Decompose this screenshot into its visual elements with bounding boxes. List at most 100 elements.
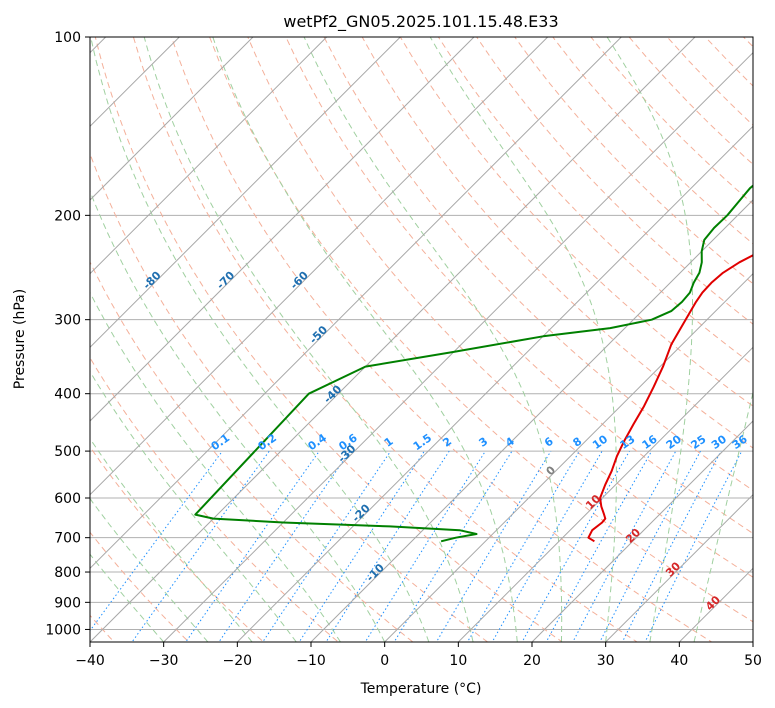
mixing-ratio-line xyxy=(644,450,743,642)
dry-adiabat xyxy=(132,37,638,642)
dry-adiabat xyxy=(90,260,414,642)
isotherm-label: -80 xyxy=(140,269,163,292)
y-tick-label: 900 xyxy=(54,595,81,611)
dry-adiabat xyxy=(628,37,753,166)
moist-adiabat xyxy=(90,370,297,642)
mixing-ratio-label: 2 xyxy=(440,435,454,450)
isotherm xyxy=(90,37,549,496)
dry-adiabat xyxy=(94,37,564,642)
mixing-ratio-line xyxy=(466,450,580,642)
mixing-ratio-label: 1.5 xyxy=(411,431,434,453)
isotherm-label: -70 xyxy=(214,269,237,292)
x-tick-label: 50 xyxy=(744,653,762,669)
dry-adiabat xyxy=(90,152,489,642)
mixing-ratio-line xyxy=(393,450,513,642)
moist-adiabat xyxy=(90,37,430,642)
mixing-ratio-label: 25 xyxy=(689,433,709,452)
dry-adiabat xyxy=(476,37,753,325)
mixing-ratio-line xyxy=(218,450,351,642)
dry-adiabat xyxy=(90,531,190,642)
dry-adiabat xyxy=(90,356,339,642)
isotherm xyxy=(90,37,254,201)
y-tick-label: 1000 xyxy=(45,622,81,638)
x-tick-label: −10 xyxy=(296,653,326,669)
y-tick-label: 200 xyxy=(54,208,81,224)
dry-adiabat xyxy=(514,37,753,285)
dry-adiabat xyxy=(90,446,265,642)
y-axis-label: Pressure (hPa) xyxy=(12,289,28,389)
isotherm-label: -20 xyxy=(350,501,373,524)
mixing-ratio-label: 1 xyxy=(382,435,396,450)
y-tick-label: 600 xyxy=(54,491,81,507)
mixing-ratio-label: 10 xyxy=(590,432,610,452)
mixing-ratio-label: 0.1 xyxy=(209,431,232,453)
y-tick-label: 400 xyxy=(54,387,81,403)
x-tick-label: 0 xyxy=(380,653,389,669)
moist-adiabat xyxy=(143,37,474,642)
y-axis: 1000 900 800 700 600 500 400 300 200 100 xyxy=(45,30,90,638)
isotherm-label: 30 xyxy=(663,559,683,579)
isotherm xyxy=(90,37,328,275)
x-tick-label: 20 xyxy=(523,653,541,669)
mixing-ratio-label: 0.4 xyxy=(306,431,330,453)
isotherm xyxy=(163,51,753,642)
isotherm xyxy=(752,641,753,642)
moist-adiabat xyxy=(90,437,253,642)
series-layer xyxy=(194,184,753,543)
y-tick-label: 300 xyxy=(54,313,81,329)
x-tick-label: −30 xyxy=(149,653,179,669)
moist-adiabat xyxy=(303,37,563,642)
dry-adiabat xyxy=(755,10,775,654)
y-tick-label: 500 xyxy=(54,444,81,460)
dry-adiabat xyxy=(323,37,753,491)
moist-adiabat xyxy=(606,37,693,642)
chart-title: wetPf2_GN05.2025.101.15.48.E33 xyxy=(283,12,558,32)
moist-adiabat xyxy=(90,553,165,642)
isotherm-label: 40 xyxy=(703,593,723,613)
y-tick-label: 700 xyxy=(54,531,81,547)
moist-adiabat xyxy=(90,189,386,642)
dry-adiabat xyxy=(437,37,753,366)
mixing-ratio-label: 16 xyxy=(640,432,660,452)
moist-adiabat xyxy=(90,291,341,642)
dry-adiabat xyxy=(742,37,753,48)
x-axis-label: Temperature (°C) xyxy=(360,681,482,697)
mixing-ratio-line xyxy=(491,450,603,642)
y-tick-label: 800 xyxy=(54,565,81,581)
mixing-ratio-line xyxy=(599,450,701,642)
background-grid xyxy=(90,10,775,654)
mixing-ratio-line xyxy=(435,450,552,642)
dry-adiabat xyxy=(170,37,713,642)
isotherm xyxy=(90,37,475,422)
mixing-ratio-label: 30 xyxy=(709,432,729,452)
isotherm-label: -10 xyxy=(364,561,387,584)
mixing-ratio-line xyxy=(131,450,270,642)
mixing-ratio-line xyxy=(364,450,486,642)
isotherm xyxy=(90,37,622,570)
mixing-ratio-line xyxy=(185,450,320,642)
isotherm xyxy=(236,125,753,642)
isotherm xyxy=(90,37,401,349)
x-tick-label: −40 xyxy=(75,653,105,669)
mixing-ratio-label: 36 xyxy=(730,432,750,452)
moist-adiabat xyxy=(693,390,753,642)
x-tick-label: 30 xyxy=(597,653,615,669)
plot-frame xyxy=(89,36,754,643)
moist-adiabat xyxy=(90,497,209,642)
moist-adiabat xyxy=(429,37,617,642)
isotherm-label: -60 xyxy=(288,269,311,292)
y-tick-label: 100 xyxy=(54,30,81,46)
dry-adiabat xyxy=(590,37,753,205)
isotherm xyxy=(678,567,753,642)
dry-adiabat xyxy=(209,37,753,623)
isotherm-label: -50 xyxy=(307,323,330,346)
x-tick-label: 10 xyxy=(449,653,467,669)
mixing-ratio-line xyxy=(572,450,677,642)
mixing-ratio-line xyxy=(298,450,425,642)
temperature-profile-line xyxy=(587,254,753,543)
mixing-ratio-label: 8 xyxy=(571,435,585,450)
isotherm-label: 20 xyxy=(623,526,643,546)
x-tick-label: 40 xyxy=(670,653,688,669)
mixing-ratio-label: 3 xyxy=(477,435,491,450)
